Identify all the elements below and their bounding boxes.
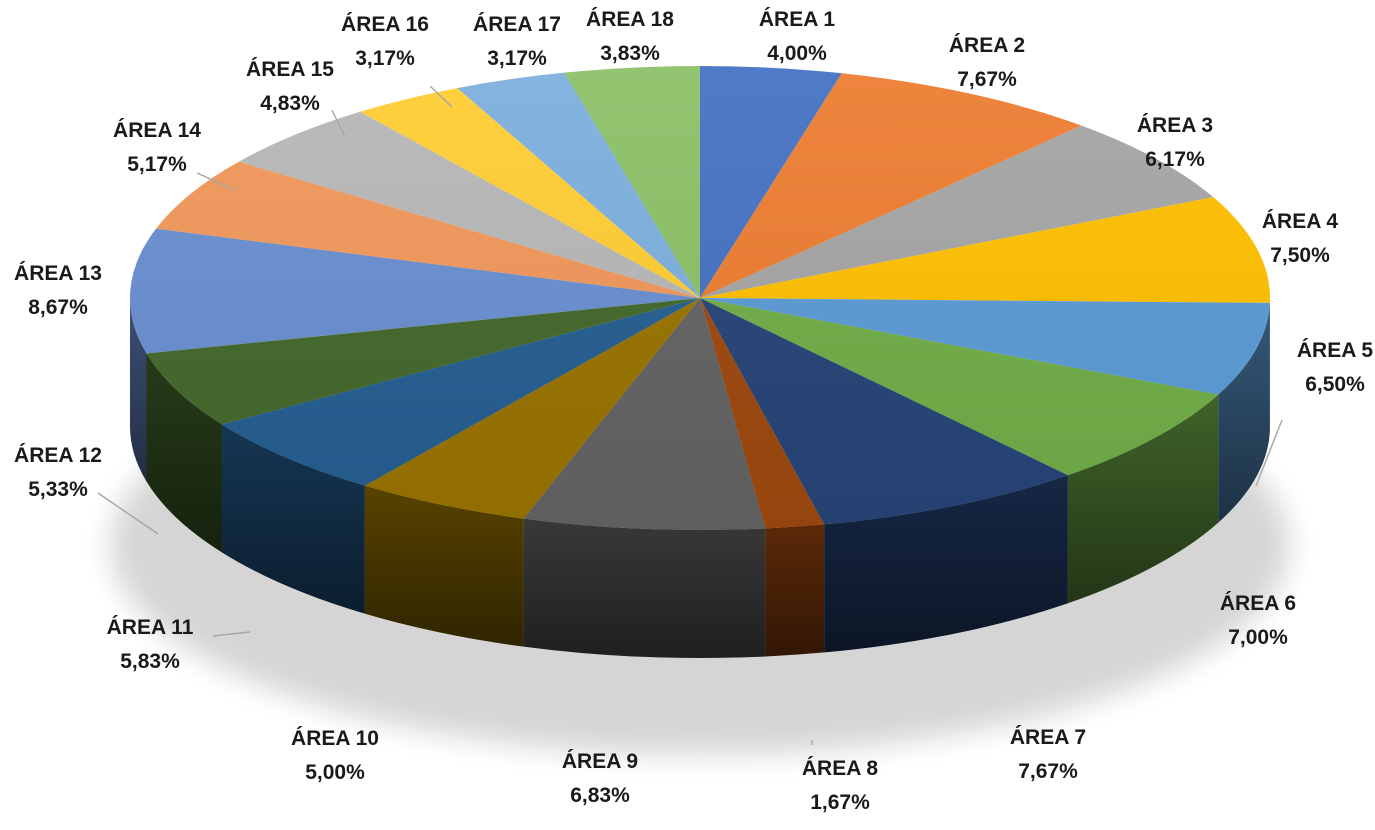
slice-label-12: ÁREA 12: [14, 444, 102, 467]
slice-value-15: 4,83%: [260, 92, 320, 115]
slice-label-4: ÁREA 4: [1262, 210, 1339, 233]
slice-label-16: ÁREA 16: [341, 13, 429, 36]
slice-value-12: 5,33%: [28, 478, 88, 501]
slice-value-5: 6,50%: [1305, 373, 1365, 396]
slice-label-1: ÁREA 1: [759, 8, 836, 31]
slice-label-7: ÁREA 7: [1010, 726, 1086, 749]
slice-label-18: ÁREA 18: [586, 8, 674, 31]
slice-label-8: ÁREA 8: [802, 757, 879, 780]
pie-top-faces: [130, 66, 1270, 530]
slice-label-2: ÁREA 2: [949, 34, 1025, 57]
slice-label-5: ÁREA 5: [1297, 339, 1374, 362]
pie-top-sheen: [130, 66, 1270, 530]
slice-value-6: 7,00%: [1228, 626, 1288, 649]
slice-value-18: 3,83%: [600, 42, 660, 65]
slice-label-10: ÁREA 10: [291, 727, 379, 750]
slice-label-3: ÁREA 3: [1137, 114, 1213, 137]
slice-value-13: 8,67%: [28, 296, 88, 319]
slice-value-3: 6,17%: [1145, 148, 1205, 171]
slice-value-9: 6,83%: [570, 784, 630, 807]
slice-label-13: ÁREA 13: [14, 262, 102, 285]
slice-label-14: ÁREA 14: [113, 119, 201, 142]
slice-label-15: ÁREA 15: [246, 58, 334, 81]
slice-value-17: 3,17%: [487, 47, 547, 70]
slice-value-11: 5,83%: [120, 650, 180, 673]
pie-slice-side-shade-8: [765, 524, 824, 656]
slice-label-6: ÁREA 6: [1220, 592, 1296, 615]
slice-label-9: ÁREA 9: [562, 750, 638, 773]
slice-label-17: ÁREA 17: [473, 13, 561, 36]
slice-value-14: 5,17%: [127, 153, 187, 176]
pie-slice-side-shade-9: [524, 519, 766, 658]
slice-value-2: 7,67%: [957, 68, 1017, 91]
slice-value-4: 7,50%: [1270, 244, 1330, 267]
slice-value-16: 3,17%: [355, 47, 415, 70]
slice-value-10: 5,00%: [305, 761, 365, 784]
slice-value-8: 1,67%: [810, 791, 870, 814]
slice-value-7: 7,67%: [1018, 760, 1078, 783]
slice-label-11: ÁREA 11: [107, 616, 194, 639]
slice-value-1: 4,00%: [767, 42, 827, 65]
